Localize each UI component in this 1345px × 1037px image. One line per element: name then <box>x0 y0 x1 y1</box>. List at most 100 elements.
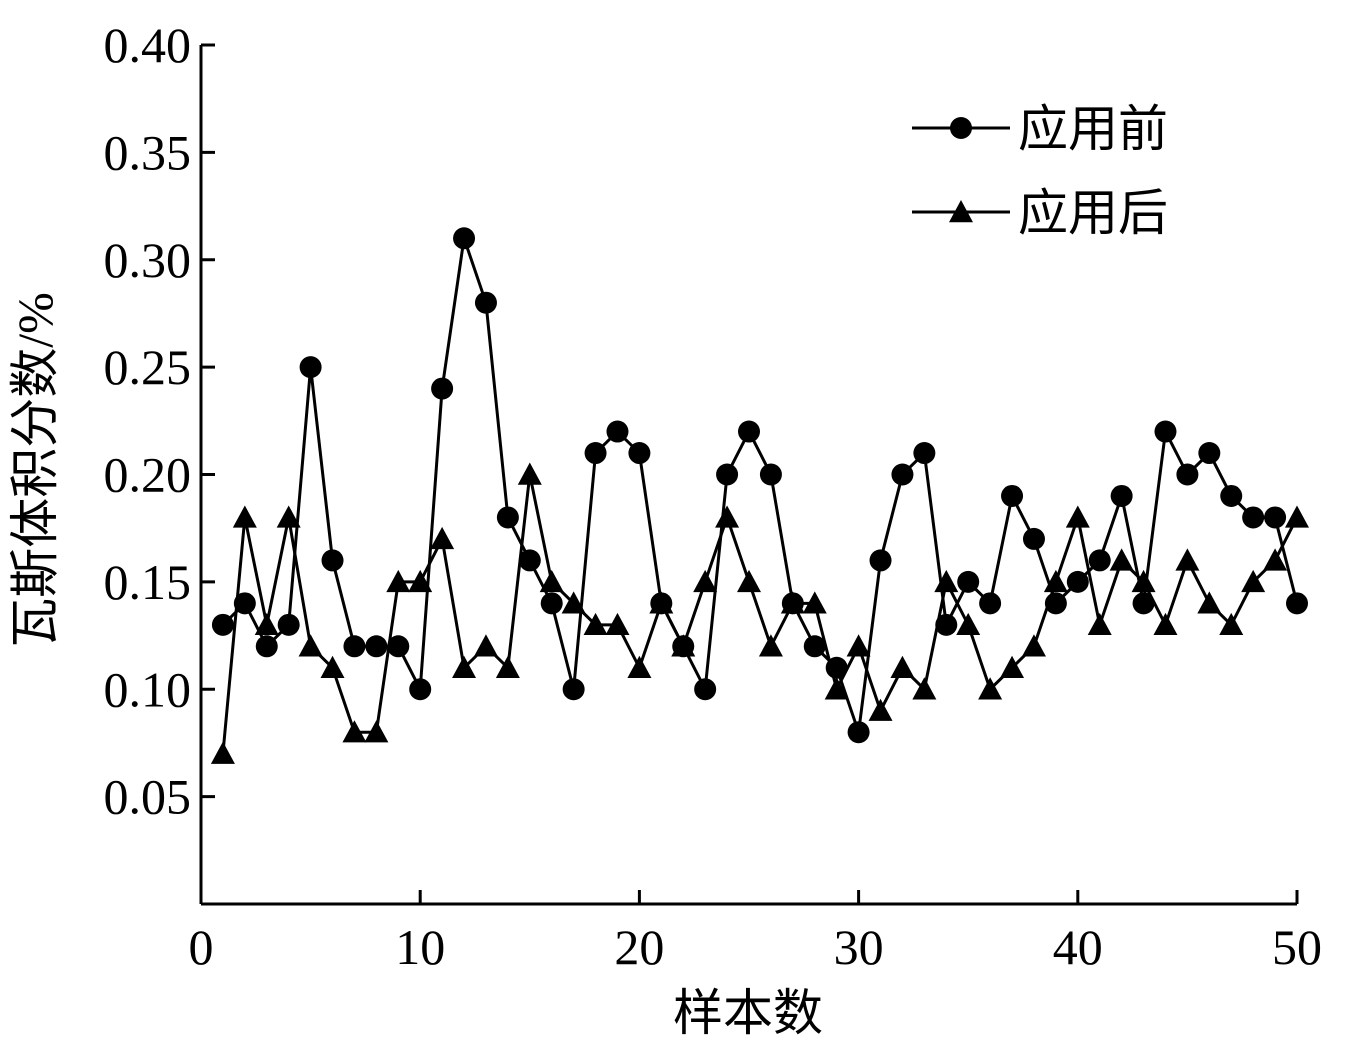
data-point <box>496 506 519 529</box>
data-point <box>1066 570 1089 593</box>
data-point <box>1043 569 1068 593</box>
data-point <box>1242 506 1265 529</box>
data-point <box>473 634 498 657</box>
data-point <box>539 569 564 593</box>
data-point <box>1219 612 1244 636</box>
data-point <box>780 591 805 614</box>
data-point <box>1285 505 1309 528</box>
x-tick-label: 50 <box>1272 919 1322 975</box>
data-point <box>277 613 300 636</box>
legend-marker <box>949 200 973 223</box>
data-point <box>912 677 937 700</box>
data-point <box>802 591 827 614</box>
data-point <box>803 635 826 658</box>
series-line <box>221 474 1299 754</box>
data-point <box>1131 569 1156 593</box>
data-point <box>431 377 454 400</box>
data-point <box>1197 591 1222 614</box>
data-point <box>321 549 344 572</box>
data-point <box>210 741 235 764</box>
data-point <box>1110 484 1133 507</box>
legend-label: 应用后 <box>1018 185 1168 241</box>
data-point <box>408 569 433 593</box>
data-point <box>1065 505 1090 528</box>
data-point <box>605 612 630 636</box>
data-point <box>891 463 914 486</box>
data-point <box>298 634 323 657</box>
y-tick-label: 0.10 <box>104 661 192 717</box>
data-point <box>846 634 871 657</box>
data-point <box>584 442 607 465</box>
data-point <box>1000 655 1025 678</box>
data-point <box>628 442 651 465</box>
data-point <box>956 612 981 636</box>
data-point <box>715 505 740 528</box>
y-tick-label: 0.25 <box>104 339 192 395</box>
data-point <box>517 462 542 485</box>
data-point <box>606 420 629 443</box>
data-point <box>671 634 696 657</box>
x-tick-label: 0 <box>189 919 214 975</box>
data-point <box>935 613 958 636</box>
data-point <box>409 678 432 701</box>
data-point <box>627 655 652 678</box>
data-point <box>299 356 322 379</box>
data-point <box>1087 612 1112 636</box>
data-point <box>365 635 388 658</box>
x-tick-label: 40 <box>1053 919 1103 975</box>
data-point <box>868 698 893 721</box>
data-point <box>934 569 959 593</box>
data-point <box>453 227 476 250</box>
data-point <box>540 592 563 615</box>
y-tick-label: 0.15 <box>104 554 192 610</box>
x-tick-label: 10 <box>395 919 445 975</box>
data-point <box>342 720 367 743</box>
data-point <box>211 613 234 636</box>
data-point <box>1088 549 1111 572</box>
data-point <box>1198 442 1221 465</box>
y-axis-label: 瓦斯体积分数/% <box>7 292 63 648</box>
series-line <box>221 237 1299 733</box>
data-point <box>430 526 455 550</box>
data-point <box>1001 484 1024 507</box>
y-tick-label: 0.35 <box>104 124 192 180</box>
data-point <box>1109 548 1134 571</box>
data-point <box>1022 527 1045 550</box>
data-point <box>1263 548 1288 571</box>
x-tick-label: 20 <box>614 919 664 975</box>
data-point <box>495 655 520 678</box>
data-point <box>232 505 257 528</box>
data-point <box>387 635 410 658</box>
data-point <box>583 612 608 636</box>
y-tick-label: 0.20 <box>104 447 192 503</box>
data-point <box>716 463 739 486</box>
data-point <box>824 677 849 700</box>
y-tick-label: 0.05 <box>104 769 192 825</box>
data-point <box>1153 612 1178 636</box>
y-tick-label: 0.40 <box>104 17 192 73</box>
data-point <box>474 291 497 314</box>
data-point <box>694 678 717 701</box>
data-point <box>693 569 718 593</box>
x-tick-label: 30 <box>834 919 884 975</box>
data-point <box>1154 420 1177 443</box>
data-point <box>759 463 782 486</box>
data-point <box>386 569 411 593</box>
data-point <box>1132 592 1155 615</box>
data-point <box>1021 634 1046 657</box>
data-point <box>913 442 936 465</box>
data-point <box>562 678 585 701</box>
data-point <box>957 570 980 593</box>
data-point <box>233 592 256 615</box>
data-point <box>1220 484 1243 507</box>
data-point <box>737 569 761 593</box>
data-point <box>890 655 915 678</box>
data-point <box>255 635 278 658</box>
data-point <box>276 505 301 528</box>
data-point <box>1176 463 1199 486</box>
data-point <box>1286 592 1308 615</box>
data-point <box>452 655 477 678</box>
data-point <box>738 420 760 443</box>
data-point <box>869 549 892 572</box>
data-point <box>561 591 586 614</box>
